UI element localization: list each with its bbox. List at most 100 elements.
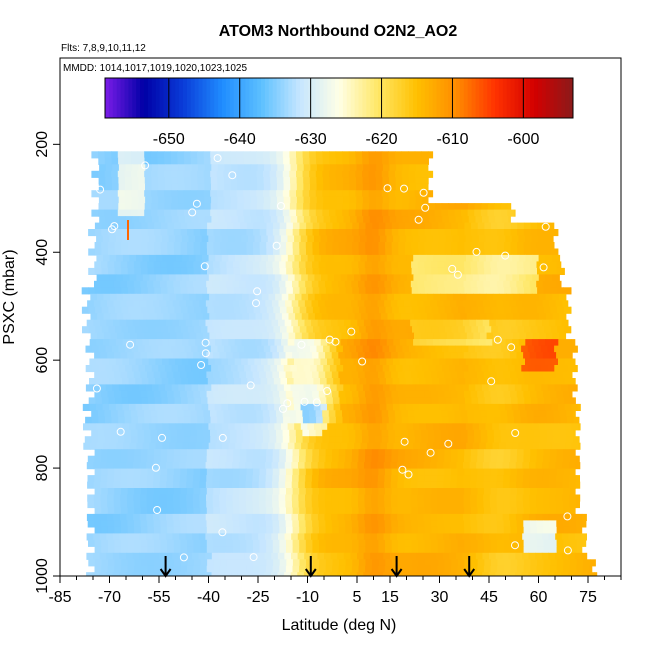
colorbar-swatch bbox=[420, 78, 426, 118]
heat-cell bbox=[409, 164, 417, 172]
heat-cell bbox=[455, 365, 463, 373]
heat-cell bbox=[404, 501, 412, 509]
heat-cell bbox=[210, 157, 218, 165]
heat-cell bbox=[299, 488, 307, 496]
heat-cell bbox=[200, 390, 208, 398]
heat-cell bbox=[331, 494, 339, 502]
heat-cell bbox=[141, 222, 149, 230]
heat-cell bbox=[109, 403, 117, 411]
heat-cell bbox=[285, 501, 293, 509]
heat-cell bbox=[315, 436, 323, 444]
heat-cell bbox=[173, 494, 181, 502]
heat-cell bbox=[342, 436, 350, 444]
heat-cell bbox=[100, 352, 108, 360]
colorbar-swatch bbox=[346, 78, 352, 118]
heat-cell bbox=[259, 507, 267, 515]
heat-cell bbox=[558, 293, 566, 301]
heat-cell bbox=[438, 397, 446, 405]
heat-cell bbox=[384, 455, 392, 463]
heat-cell bbox=[408, 416, 416, 424]
heat-cell bbox=[203, 151, 211, 159]
heat-cell bbox=[487, 429, 495, 437]
heat-cell bbox=[109, 358, 117, 366]
heat-cell bbox=[144, 177, 152, 185]
heat-cell bbox=[563, 306, 571, 314]
heat-cell bbox=[173, 539, 181, 547]
heat-cell bbox=[172, 513, 180, 521]
heat-cell bbox=[288, 332, 296, 340]
heat-cell bbox=[456, 300, 464, 308]
heat-cell bbox=[226, 261, 234, 269]
heat-cell bbox=[285, 520, 293, 528]
heat-cell bbox=[477, 267, 485, 275]
heat-cell bbox=[537, 248, 545, 256]
heat-cell bbox=[216, 190, 224, 198]
heat-cell bbox=[304, 319, 312, 327]
heat-cell bbox=[283, 183, 291, 191]
heat-cell bbox=[517, 287, 525, 295]
heat-cell bbox=[464, 326, 472, 334]
heat-cell bbox=[415, 345, 423, 353]
colorbar-swatch bbox=[424, 78, 430, 118]
heat-cell bbox=[541, 365, 549, 373]
heat-cell bbox=[352, 397, 360, 405]
heat-cell bbox=[380, 254, 388, 262]
colorbar-swatch bbox=[362, 78, 367, 118]
sample-marker bbox=[92, 384, 101, 393]
heat-cell bbox=[181, 397, 189, 405]
heat-cell bbox=[296, 196, 304, 204]
heat-cell bbox=[114, 242, 122, 250]
heat-cell bbox=[144, 151, 152, 159]
heat-cell bbox=[245, 475, 253, 483]
heat-cell bbox=[101, 507, 109, 515]
heat-cell bbox=[305, 546, 313, 554]
heat-cell bbox=[166, 475, 174, 483]
heat-cell bbox=[364, 280, 372, 288]
heat-cell bbox=[227, 326, 235, 334]
heat-cell bbox=[252, 501, 260, 509]
heat-cell bbox=[405, 326, 413, 334]
heat-cell bbox=[587, 572, 595, 576]
heat-cell bbox=[464, 526, 472, 534]
heat-cell bbox=[436, 462, 444, 470]
heat-cell bbox=[169, 442, 177, 450]
heat-cell bbox=[264, 164, 272, 172]
heat-cell bbox=[253, 306, 261, 314]
heat-cell bbox=[506, 332, 514, 340]
heat-cell bbox=[313, 235, 321, 243]
heat-cell bbox=[241, 339, 249, 347]
heat-cell bbox=[524, 306, 532, 314]
heat-cell bbox=[265, 261, 273, 269]
heat-cell bbox=[317, 319, 325, 327]
heat-cell bbox=[95, 397, 103, 405]
heat-cell bbox=[134, 449, 142, 457]
heat-cell bbox=[237, 183, 245, 191]
heat-cell bbox=[278, 462, 286, 470]
heat-cell bbox=[205, 533, 213, 541]
heat-cell bbox=[380, 293, 388, 301]
heat-cell bbox=[537, 287, 545, 295]
heat-cell bbox=[283, 384, 291, 392]
heat-cell bbox=[530, 326, 538, 334]
heat-cell bbox=[344, 300, 352, 308]
heat-cell bbox=[166, 280, 174, 288]
heat-cell bbox=[228, 442, 236, 450]
heat-cell bbox=[358, 267, 366, 275]
heat-cell bbox=[565, 293, 567, 301]
heat-cell bbox=[404, 390, 412, 398]
heat-cell bbox=[187, 229, 195, 237]
heat-cell bbox=[154, 539, 162, 547]
heat-cell bbox=[461, 416, 469, 424]
heat-cell bbox=[397, 352, 405, 360]
heat-cell bbox=[100, 481, 108, 489]
heat-cell bbox=[116, 274, 124, 282]
heat-cell bbox=[200, 397, 208, 405]
heat-cell bbox=[129, 442, 137, 450]
heat-cell bbox=[485, 235, 493, 243]
heat-cell bbox=[530, 559, 538, 567]
heat-cell bbox=[449, 513, 457, 521]
heat-cell bbox=[301, 254, 309, 262]
heat-cell bbox=[374, 313, 382, 321]
heat-cell bbox=[297, 533, 305, 541]
heat-cell bbox=[238, 319, 246, 327]
